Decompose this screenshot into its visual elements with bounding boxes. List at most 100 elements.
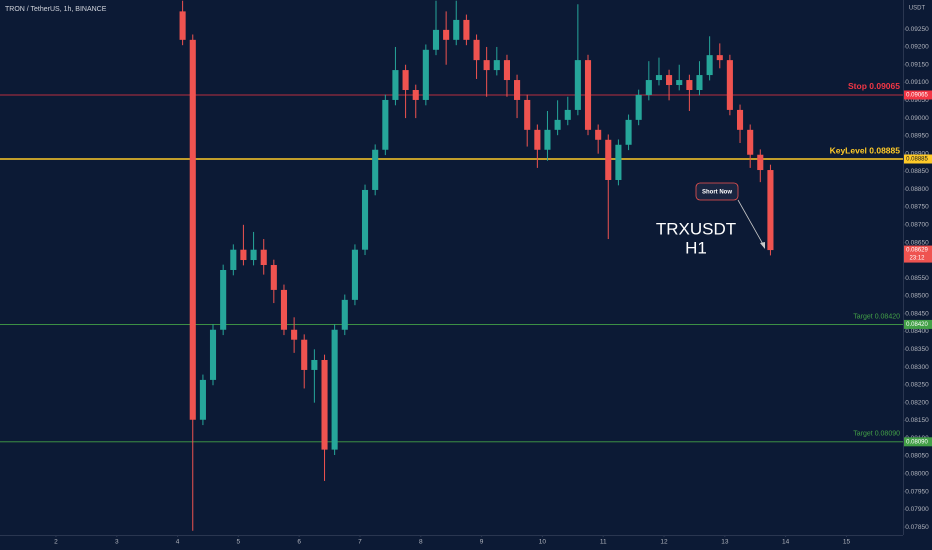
candle-body	[767, 170, 774, 251]
candle-body	[280, 289, 288, 330]
candle-body	[240, 249, 247, 261]
candle-body	[331, 329, 338, 450]
y-tick-label: 0.09100	[905, 79, 929, 86]
candle-body	[757, 154, 764, 171]
y-tick-label: 0.09150	[905, 61, 929, 68]
last-price: 0.08629	[906, 248, 928, 254]
level-badge-text: 0.08885	[906, 157, 928, 163]
y-tick-label: 0.08550	[905, 275, 929, 282]
candle-body	[463, 19, 470, 40]
candle-body	[453, 19, 460, 40]
candle-body	[503, 60, 511, 81]
y-tick-label: 0.08750	[905, 204, 929, 211]
candle-body	[351, 249, 358, 300]
candle-body	[514, 80, 521, 100]
callout-arrowhead	[760, 242, 765, 249]
y-tick-label: 0.08350	[905, 346, 929, 353]
candle-body	[483, 60, 490, 71]
level-badge-text: 0.08090	[906, 439, 928, 445]
candle-body	[189, 39, 196, 420]
x-tick-label: 4	[176, 539, 180, 546]
y-tick-label: 0.08000	[905, 471, 929, 478]
candle-body	[422, 49, 429, 100]
plot	[0, 0, 903, 531]
candle-body	[230, 249, 237, 270]
y-tick-label: 0.07850	[905, 524, 929, 531]
candle-body	[321, 359, 328, 450]
x-tick-label: 14	[782, 539, 790, 546]
y-tick-label: 0.07900	[905, 506, 929, 513]
candle-body	[341, 299, 348, 330]
level-label: Target 0.08090	[853, 431, 900, 438]
watermark-symbol: TRXUSDT	[656, 219, 736, 238]
y-tick-label: 0.08300	[905, 364, 929, 371]
callout-arrow	[737, 199, 765, 247]
y-tick-label: 0.09050	[905, 97, 929, 104]
candle-body	[544, 129, 551, 150]
x-tick-label: 6	[297, 539, 301, 546]
countdown: 23:12	[909, 256, 925, 262]
y-tick-label: 0.08650	[905, 239, 929, 246]
x-tick-label: 15	[843, 539, 851, 546]
level-badge	[904, 90, 932, 100]
candle-body	[209, 329, 217, 380]
y-tick-label: 0.08050	[905, 453, 929, 460]
candle-body	[443, 29, 450, 40]
x-tick-label: 12	[660, 539, 668, 546]
level-label: KeyLevel 0.08885	[830, 145, 901, 155]
candle-body	[493, 60, 500, 71]
currency-label: USDT	[909, 6, 926, 12]
candle-body	[220, 269, 227, 330]
level-label: Target 0.08420	[853, 313, 900, 320]
candle-body	[534, 129, 541, 150]
candle-body	[595, 129, 602, 140]
candle-body	[301, 339, 308, 370]
y-tick-label: 0.08900	[905, 150, 929, 157]
candle-body	[372, 149, 379, 190]
candle-body	[736, 109, 744, 130]
callout-text: Short Now	[702, 190, 732, 196]
y-tick-label: 0.08950	[905, 133, 929, 140]
y-tick-label: 0.09000	[905, 115, 929, 122]
level-badge-text: 0.08420	[906, 322, 928, 328]
candle-body	[382, 99, 389, 150]
x-tick-label: 7	[358, 539, 362, 546]
y-tick-label: 0.08250	[905, 382, 929, 389]
level-badge-text: 0.09065	[906, 93, 928, 99]
candle-body	[645, 80, 652, 95]
y-tick-label: 0.08500	[905, 293, 929, 300]
y-tick-label: 0.08450	[905, 310, 929, 317]
candle-body	[270, 265, 277, 290]
candle-body	[260, 249, 267, 266]
candle-body	[179, 11, 186, 40]
x-tick-label: 9	[480, 539, 484, 546]
level-badge	[904, 154, 932, 164]
y-tick-label: 0.09250	[905, 26, 929, 33]
candle-body	[524, 99, 531, 130]
level-badge	[904, 437, 932, 447]
candle-body	[747, 129, 754, 155]
last-price-badge	[904, 245, 932, 263]
candle-body	[361, 189, 369, 250]
y-tick-label: 0.08150	[905, 417, 929, 424]
candle-body	[412, 89, 419, 100]
y-tick-label: 0.08800	[905, 186, 929, 193]
candle-body	[605, 139, 612, 180]
candle-body	[655, 75, 663, 81]
candle-body	[574, 60, 581, 110]
x-tick-label: 2	[54, 539, 58, 546]
candle-body	[666, 75, 673, 86]
candle-body	[311, 359, 318, 370]
candle-body	[584, 60, 592, 130]
level-badge	[904, 319, 932, 329]
candle-body	[432, 29, 440, 50]
x-tick-label: 11	[600, 539, 607, 546]
y-tick-label: 0.08850	[905, 168, 929, 175]
candle-body	[716, 55, 723, 61]
candle-body	[625, 119, 632, 145]
candle-body	[635, 94, 642, 120]
candle-body	[676, 80, 683, 86]
candle-body	[291, 329, 298, 340]
